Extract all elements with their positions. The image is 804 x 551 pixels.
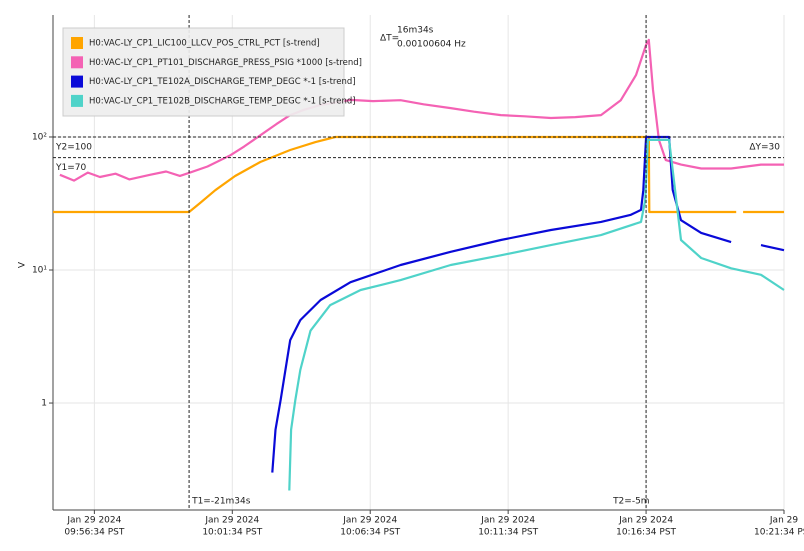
series-line <box>53 135 784 214</box>
delta-t: 0.00100604 Hz <box>397 40 466 50</box>
legend-box <box>62 27 345 117</box>
y-tick-label: 10¹ <box>32 266 47 276</box>
x-tick-label: 10:11:34 PST <box>478 528 538 538</box>
x-tick-label: 09:56:34 PST <box>64 528 124 538</box>
delta-t: 16m34s <box>397 26 434 36</box>
cursor-label: T2=-5m <box>612 497 650 507</box>
y-tick-label: 1 <box>41 399 47 409</box>
delta-y: ΔY=30 <box>749 143 780 153</box>
legend-label: H0:VAC-LY_CP1_TE102B_DISCHARGE_TEMP_DEGC… <box>89 96 356 106</box>
x-tick-label: 10:06:34 PST <box>340 528 400 538</box>
delta-t: ΔT= <box>380 34 399 44</box>
x-tick-label: Jan 29 2024 <box>204 516 259 526</box>
x-tick-label: Jan 29 2024 <box>66 516 121 526</box>
x-tick-label: 10:21:34 PST <box>754 528 804 538</box>
x-tick-label: Jan 29 2024 <box>480 516 535 526</box>
cursor-label: Y1=70 <box>55 163 86 173</box>
legend-swatch <box>71 37 83 49</box>
x-tick-label: Jan 29 <box>769 516 798 526</box>
legend-swatch <box>71 94 83 107</box>
x-tick-label: Jan 29 2024 <box>618 516 673 526</box>
legend: H0:VAC-LY_CP1_LIC100_LLCV_POS_CTRL_PCT [… <box>62 27 362 117</box>
legend-swatch <box>71 56 83 69</box>
cursor-label: Y2=100 <box>55 142 92 152</box>
y-axis-label: V <box>18 261 28 268</box>
x-tick-label: Jan 29 2024 <box>342 516 397 526</box>
series-line <box>59 38 784 182</box>
x-tick-label: 10:16:34 PST <box>616 528 676 538</box>
series-line <box>271 135 785 473</box>
legend-swatch <box>71 75 83 88</box>
x-tick-label: 10:01:34 PST <box>202 528 262 538</box>
legend-label: H0:VAC-LY_CP1_LIC100_LLCV_POS_CTRL_PCT [… <box>89 39 320 49</box>
y-tick-label: 10² <box>32 132 47 142</box>
cursor-label: T1=-21m34s <box>191 497 251 507</box>
series-line <box>288 138 785 491</box>
legend-label: H0:VAC-LY_CP1_TE102A_DISCHARGE_TEMP_DEGC… <box>89 77 356 87</box>
legend-label: H0:VAC-LY_CP1_PT101_DISCHARGE_PRESS_PSIG… <box>89 58 362 68</box>
